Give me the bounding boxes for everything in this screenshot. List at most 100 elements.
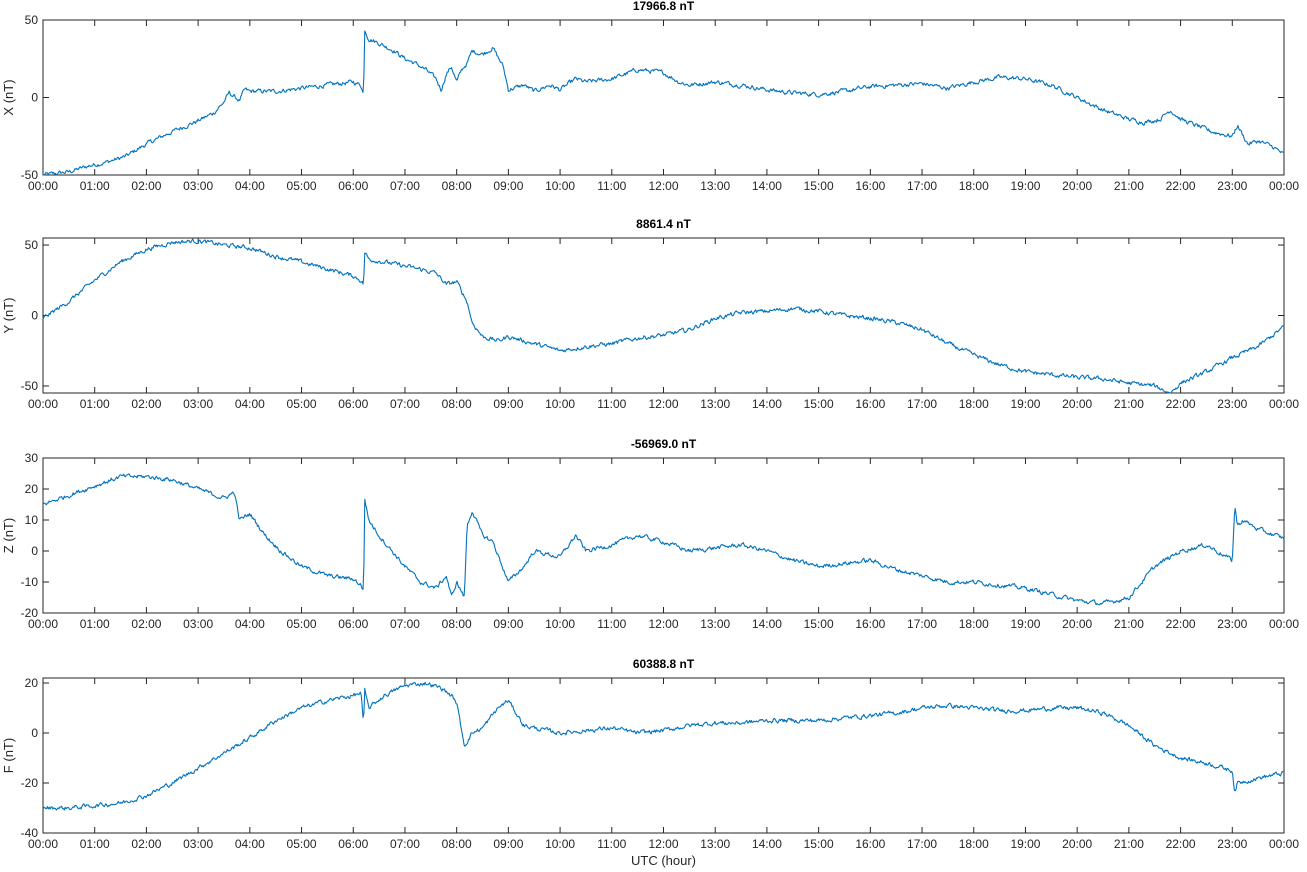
x-tick-label: 22:00 — [1166, 617, 1196, 631]
y-axis-label: X (nT) — [1, 79, 16, 115]
x-tick-label: 06:00 — [338, 397, 368, 411]
x-tick-label: 00:00 — [28, 837, 58, 851]
x-tick-label: 12:00 — [648, 397, 678, 411]
x-tick-label: 20:00 — [1062, 179, 1092, 193]
x-tick-label: 09:00 — [493, 617, 523, 631]
x-tick-label: 15:00 — [804, 837, 834, 851]
y-tick-label: 0 — [31, 726, 38, 740]
plot-frame — [42, 237, 1285, 394]
x-tick-label: 05:00 — [287, 179, 317, 193]
x-tick-label: 07:00 — [390, 397, 420, 411]
x-tick-label: 03:00 — [183, 179, 213, 193]
x-tick-label: 08:00 — [442, 397, 472, 411]
y-tick-label: -10 — [21, 575, 39, 589]
x-tick-label: 16:00 — [855, 617, 885, 631]
x-tick-label: 17:00 — [907, 179, 937, 193]
x-tick-label: 01:00 — [80, 397, 110, 411]
y-tick-label: -20 — [21, 776, 39, 790]
x-tick-label: 19:00 — [1010, 179, 1040, 193]
y-tick-label: 50 — [25, 13, 39, 27]
x-tick-label: 12:00 — [648, 179, 678, 193]
x-tick-label: 04:00 — [235, 617, 265, 631]
x-tick-label: 18:00 — [959, 837, 989, 851]
x-tick-label: 02:00 — [131, 397, 161, 411]
x-tick-label: 00:00 — [1269, 397, 1299, 411]
panel-title: -56969.0 nT — [631, 437, 697, 451]
x-tick-label: 18:00 — [959, 397, 989, 411]
x-tick-label: 18:00 — [959, 179, 989, 193]
y-tick-label: 10 — [25, 513, 39, 527]
x-tick-label: 11:00 — [597, 837, 626, 851]
x-tick-label: 17:00 — [907, 397, 937, 411]
plot-frame — [42, 457, 1285, 614]
x-tick-label: 05:00 — [287, 837, 317, 851]
x-tick-label: 23:00 — [1217, 179, 1247, 193]
panel-0: 00:00 01:00 02:00 03:00 04:00 05:00 06:00 07:00… — [1, 0, 1299, 193]
plot-frame — [42, 19, 1285, 176]
x-tick-label: 19:00 — [1010, 837, 1040, 851]
x-tick-label: 11:00 — [597, 179, 626, 193]
y-tick-label: 50 — [25, 238, 39, 252]
plot-frame — [42, 677, 1285, 834]
series-line — [42, 238, 1284, 394]
x-tick-label: 13:00 — [700, 397, 730, 411]
x-tick-label: 04:00 — [235, 179, 265, 193]
x-tick-label: 17:00 — [907, 837, 937, 851]
x-tick-label: 21:00 — [1114, 837, 1144, 851]
x-tick-label: 02:00 — [131, 617, 161, 631]
x-tick-label: 09:00 — [493, 179, 523, 193]
x-tick-label: 06:00 — [338, 617, 368, 631]
y-tick-label: -40 — [21, 826, 39, 840]
series-line — [42, 473, 1285, 606]
x-tick-label: 06:00 — [338, 837, 368, 851]
panel-2: 00:00 01:00 02:00 03:00 04:00 05:00 06:00 07:00… — [1, 437, 1299, 631]
x-tick-label: 08:00 — [442, 617, 472, 631]
x-tick-label: 09:00 — [493, 397, 523, 411]
x-tick-label: 21:00 — [1114, 179, 1144, 193]
x-tick-label: 03:00 — [183, 837, 213, 851]
x-tick-label: 23:00 — [1217, 397, 1247, 411]
x-tick-label: 21:00 — [1114, 617, 1144, 631]
x-tick-label: 05:00 — [287, 397, 317, 411]
x-tick-label: 13:00 — [700, 179, 730, 193]
x-tick-label: 00:00 — [28, 397, 58, 411]
x-tick-label: 14:00 — [752, 837, 782, 851]
x-tick-label: 23:00 — [1217, 617, 1247, 631]
x-tick-label: 00:00 — [28, 617, 58, 631]
x-tick-label: 00:00 — [28, 179, 58, 193]
x-tick-label: 10:00 — [545, 837, 575, 851]
x-tick-label: 01:00 — [80, 837, 110, 851]
series-line — [42, 30, 1285, 176]
y-axis-label: Z (nT) — [1, 518, 16, 553]
y-tick-label: -20 — [21, 606, 39, 620]
x-tick-label: 11:00 — [597, 397, 626, 411]
x-tick-label: 02:00 — [131, 179, 161, 193]
x-tick-label: 10:00 — [545, 397, 575, 411]
x-tick-label: 02:00 — [131, 837, 161, 851]
x-tick-label: 22:00 — [1166, 837, 1196, 851]
y-tick-label: 30 — [25, 451, 39, 465]
y-axis-label: F (nT) — [1, 738, 16, 773]
x-tick-label: 04:00 — [235, 837, 265, 851]
x-tick-label: 07:00 — [390, 617, 420, 631]
x-tick-label: 13:00 — [700, 837, 730, 851]
x-tick-label: 07:00 — [390, 179, 420, 193]
x-tick-label: 16:00 — [855, 179, 885, 193]
x-tick-label: 03:00 — [183, 617, 213, 631]
y-tick-label: -50 — [21, 379, 39, 393]
y-tick-label: 0 — [31, 544, 38, 558]
x-tick-label: 04:00 — [235, 397, 265, 411]
x-tick-label: 22:00 — [1166, 397, 1196, 411]
x-tick-label: 16:00 — [855, 837, 885, 851]
x-tick-label: 20:00 — [1062, 397, 1092, 411]
y-tick-label: 0 — [31, 309, 38, 323]
y-tick-label: 20 — [25, 676, 39, 690]
x-tick-label: 15:00 — [804, 179, 834, 193]
x-tick-label: 03:00 — [183, 397, 213, 411]
x-tick-label: 15:00 — [804, 617, 834, 631]
x-tick-label: 10:00 — [545, 617, 575, 631]
y-axis-label: Y (nT) — [1, 298, 16, 334]
x-tick-label: 16:00 — [855, 397, 885, 411]
x-tick-label: 00:00 — [1269, 837, 1299, 851]
